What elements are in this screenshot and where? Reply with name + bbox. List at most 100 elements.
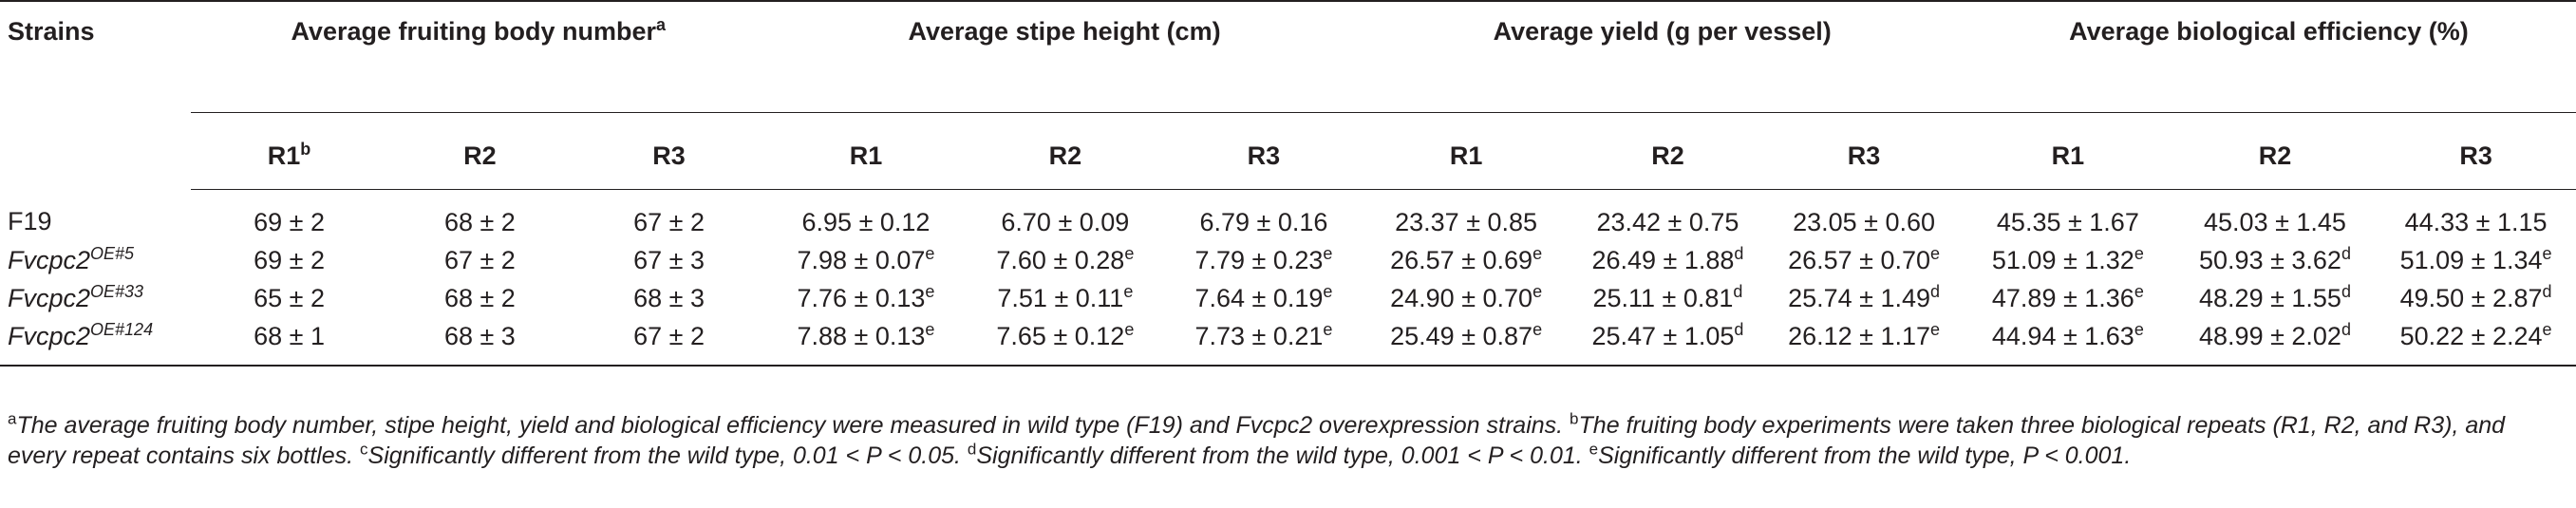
value-text: 69 ± 2 xyxy=(254,207,325,236)
value-text: 7.60 ± 0.28 xyxy=(996,245,1125,274)
value-cell: 65 ± 2 xyxy=(191,279,387,317)
value-cell: 26.12 ± 1.17e xyxy=(1766,317,1962,367)
significance-mark: e xyxy=(2542,243,2552,263)
value-cell: 67 ± 2 xyxy=(573,190,766,242)
value-cell: 6.79 ± 0.16 xyxy=(1164,190,1363,242)
value-cell: 26.49 ± 1.88d xyxy=(1570,241,1766,279)
value-text: 23.37 ± 0.85 xyxy=(1395,207,1538,236)
repeat-label: R3 xyxy=(2459,141,2492,170)
footnote-mark: b xyxy=(1570,409,1579,428)
value-text: 45.03 ± 1.45 xyxy=(2204,207,2346,236)
significance-mark: d xyxy=(1733,281,1743,301)
repeat-label: R1 xyxy=(849,141,883,170)
value-text: 7.65 ± 0.12 xyxy=(996,321,1125,350)
value-text: 26.57 ± 0.70 xyxy=(1788,245,1931,274)
value-text: 50.93 ± 3.62 xyxy=(2199,245,2341,274)
value-cell: 25.11 ± 0.81d xyxy=(1570,279,1766,317)
value-text: 65 ± 2 xyxy=(254,283,325,312)
repeat-header: R2 xyxy=(2173,112,2377,190)
footnote-text: Significantly different from the wild ty… xyxy=(976,442,1589,469)
significance-mark: e xyxy=(1930,319,1941,339)
value-text: 45.35 ± 1.67 xyxy=(1996,207,2139,236)
significance-mark: d xyxy=(2341,319,2351,339)
value-cell: 26.57 ± 0.69e xyxy=(1363,241,1569,279)
significance-mark: d xyxy=(2341,281,2351,301)
value-text: 67 ± 3 xyxy=(633,245,705,274)
repeat-label: R1 xyxy=(1449,141,1483,170)
repeat-label: R3 xyxy=(1247,141,1281,170)
value-cell: 23.05 ± 0.60 xyxy=(1766,190,1962,242)
table-row: Fvcpc2OE#33 65 ± 2 68 ± 2 68 ± 3 7.76 ± 0.13… xyxy=(0,279,2576,317)
group-title: Average yield (g per vessel) xyxy=(1493,17,1832,46)
value-cell: 50.93 ± 3.62d xyxy=(2174,241,2376,279)
value-cell: 44.94 ± 1.63e xyxy=(1961,317,2174,367)
group-header-stipe-height: Average stipe height (cm) xyxy=(765,2,1363,113)
value-text: 7.79 ± 0.23 xyxy=(1194,245,1324,274)
value-text: 6.70 ± 0.09 xyxy=(1001,207,1130,236)
value-text: 68 ± 2 xyxy=(443,283,516,312)
significance-mark: e xyxy=(2134,281,2144,301)
value-cell: 25.49 ± 0.87e xyxy=(1363,317,1570,367)
value-text: 23.42 ± 0.75 xyxy=(1596,207,1739,236)
value-text: 67 ± 2 xyxy=(443,245,516,274)
repeat-label: R1 xyxy=(2051,141,2085,170)
significance-mark: e xyxy=(2134,319,2144,339)
repeat-header: R3 xyxy=(2376,112,2576,190)
repeat-header: R1b xyxy=(190,112,388,190)
repeat-header: R3 xyxy=(1766,112,1962,190)
significance-mark: e xyxy=(2134,243,2144,263)
strains-header: Strains xyxy=(0,2,191,190)
value-text: 7.64 ± 0.19 xyxy=(1194,283,1324,312)
table-body: F19 69 ± 2 68 ± 2 67 ± 2 6.95 ± 0.12 6.70 ± 0… xyxy=(0,190,2576,367)
value-text: 26.57 ± 0.69 xyxy=(1390,245,1533,274)
footnote-mark: d xyxy=(967,440,977,459)
table-row: F19 69 ± 2 68 ± 2 67 ± 2 6.95 ± 0.12 6.70 ± 0… xyxy=(0,190,2576,242)
group-header-fruiting-body: Average fruiting body numbera xyxy=(190,2,766,113)
significance-mark: d xyxy=(2542,281,2552,301)
value-cell: 50.22 ± 2.24e xyxy=(2376,317,2576,367)
significance-mark: e xyxy=(925,319,935,339)
repeat-header: R2 xyxy=(387,112,573,190)
significance-mark: e xyxy=(1532,281,1543,301)
strain-cell: Fvcpc2OE#5 xyxy=(0,241,191,279)
repeat-label: R2 xyxy=(2258,141,2292,170)
value-cell: 45.35 ± 1.67 xyxy=(1962,190,2174,242)
value-text: 69 ± 2 xyxy=(254,245,325,274)
repeat-label: R2 xyxy=(1048,141,1082,170)
value-text: 25.74 ± 1.49 xyxy=(1788,283,1931,312)
value-cell: 69 ± 2 xyxy=(191,190,387,242)
value-text: 7.51 ± 0.11 xyxy=(997,283,1124,312)
repeat-label: R3 xyxy=(1847,141,1881,170)
table-row: Fvcpc2OE#5 69 ± 2 67 ± 2 67 ± 3 7.98 ± 0.07 e… xyxy=(0,241,2576,279)
strain-superscript: OE#124 xyxy=(90,319,154,339)
significance-mark: d xyxy=(1734,319,1744,339)
value-cell: 7.79 ± 0.23e xyxy=(1164,241,1363,279)
significance-mark: e xyxy=(1323,281,1333,301)
value-text: 67 ± 2 xyxy=(633,321,705,350)
strain-name: F19 xyxy=(8,207,52,236)
value-cell: 25.74 ± 1.49d xyxy=(1766,279,1962,317)
strain-cell: F19 xyxy=(0,190,191,242)
footnotes: aThe average fruiting body number, stipe… xyxy=(8,410,2562,471)
value-cell: 49.50 ± 2.87d xyxy=(2376,279,2576,317)
significance-mark: e xyxy=(2542,319,2552,339)
value-cell: 7.51 ± 0.11e xyxy=(966,279,1164,317)
value-text: 67 ± 2 xyxy=(633,207,705,236)
significance-mark: e xyxy=(1532,319,1543,339)
value-text: 7.98 ± 0.07 xyxy=(797,245,926,274)
value-text: 44.94 ± 1.63 xyxy=(1991,321,2134,350)
group-header-yield: Average yield (g per vessel) xyxy=(1363,2,1962,113)
header-row-repeats: R1b R2 R3 R1 R2 R3 R1 R2 R3 R1 R2 R3 xyxy=(0,112,2576,190)
value-cell: 51.09 ± 1.32e xyxy=(1962,241,2174,279)
value-text: 68 ± 2 xyxy=(443,207,516,236)
strain-name: Fvcpc2 xyxy=(8,321,91,350)
value-cell: 23.42 ± 0.75 xyxy=(1570,190,1766,242)
value-cell: 67 ± 2 xyxy=(387,241,572,279)
value-cell: 69 ± 2 xyxy=(191,241,387,279)
repeat-header: R1 xyxy=(765,112,967,190)
value-cell: 7.88 ± 0.13e xyxy=(765,317,967,367)
value-cell: 7.73 ± 0.21e xyxy=(1164,317,1363,367)
repeat-header: R3 xyxy=(572,112,766,190)
value-text: 68 ± 1 xyxy=(254,321,325,350)
